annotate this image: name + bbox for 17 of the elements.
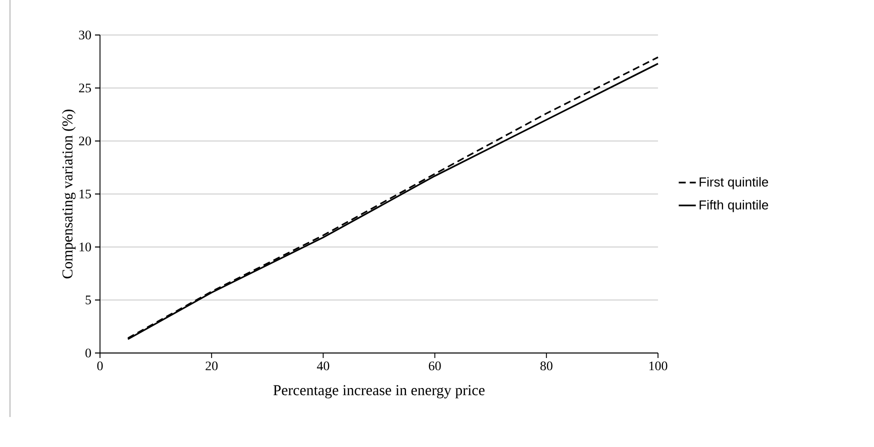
y-axis-title: Compensating variation (%) (62, 110, 76, 278)
x-tick-label: 20 (206, 362, 218, 370)
y-tick-label: 5 (86, 296, 91, 304)
y-tick-label: 20 (79, 136, 91, 146)
x-tick-label: 60 (428, 362, 441, 370)
x-tick-label: 0 (97, 362, 103, 370)
x-axis-title: Percentage increase in energy price (273, 385, 485, 398)
y-tick-label: 15 (80, 190, 91, 198)
y-tick-label: 10 (80, 242, 91, 252)
y-tick-label: 0 (85, 348, 91, 358)
x-tick-label: 100 (649, 362, 668, 370)
x-tick-label: 40 (316, 362, 330, 370)
y-tick-label: 25 (79, 84, 91, 92)
legend-label: Fifth quintile (700, 200, 768, 212)
legend-label: First quintile (700, 177, 768, 190)
y-tick-label: 30 (79, 30, 91, 40)
x-tick-label: 80 (540, 362, 552, 370)
